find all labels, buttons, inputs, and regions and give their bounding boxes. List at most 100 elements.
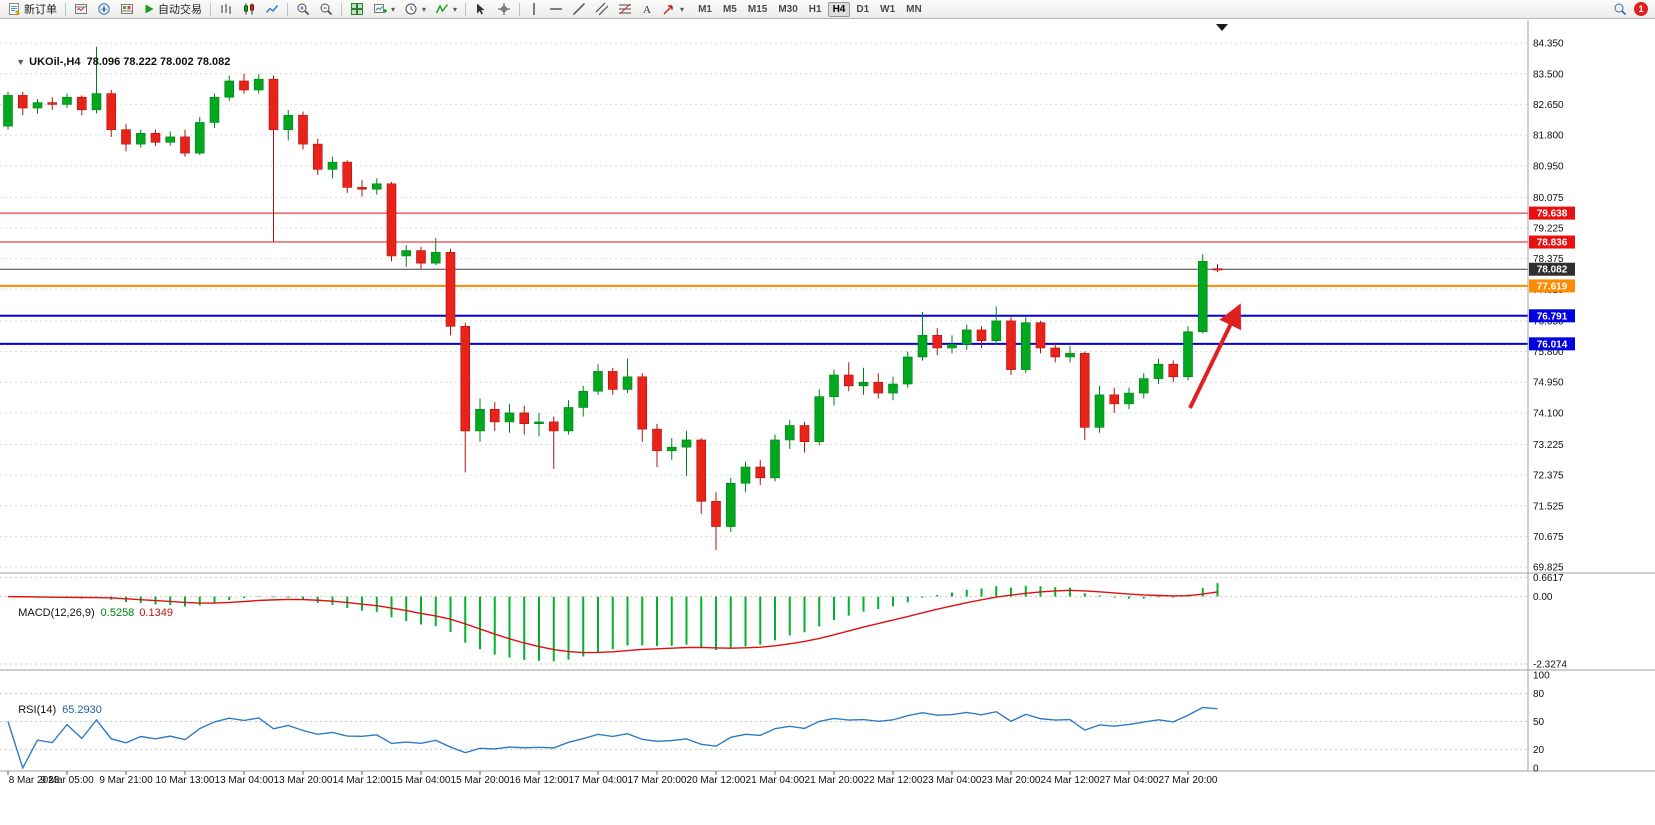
candle xyxy=(917,335,928,358)
price-badge-76.791[interactable] xyxy=(1529,309,1575,323)
candle xyxy=(312,143,323,170)
candle xyxy=(371,183,382,190)
price-badge-77.619[interactable] xyxy=(1529,279,1575,293)
timeframe-M5[interactable]: M5 xyxy=(718,2,742,17)
timeframe-H1[interactable]: H1 xyxy=(804,2,827,17)
clock-icon xyxy=(405,3,417,15)
svg-text:14 Mar 12:00: 14 Mar 12:00 xyxy=(333,775,392,786)
zoom-out-button[interactable] xyxy=(315,1,337,18)
svg-text:76.791: 76.791 xyxy=(1537,311,1568,322)
channel-tool-button[interactable] xyxy=(591,1,613,18)
trendline-icon xyxy=(573,3,586,15)
svg-text:20: 20 xyxy=(1533,745,1545,756)
timeframe-M1[interactable]: M1 xyxy=(693,2,717,17)
candle xyxy=(593,371,603,392)
macd-signal-value: 0.1349 xyxy=(139,607,173,619)
candle xyxy=(475,408,485,432)
horizontal-line-tool-button[interactable] xyxy=(545,1,567,18)
arrow-annotation[interactable] xyxy=(1188,303,1242,409)
vertical-line-icon xyxy=(533,3,535,15)
candle xyxy=(268,78,279,130)
market-watch-button[interactable] xyxy=(70,1,92,18)
timeframe-W1[interactable]: W1 xyxy=(875,2,900,17)
macd-header: MACD(12,26,9) 0.5258 0.1349 xyxy=(6,595,173,631)
price-axis[interactable]: 84.350 83.500 82.650 81.800 80.950 80.075 79.2… xyxy=(1533,39,1564,574)
terminal-button[interactable] xyxy=(116,1,138,18)
autotrading-button[interactable]: 自动交易 xyxy=(139,1,206,18)
crosshair-tool-button[interactable] xyxy=(493,1,515,18)
timeframe-D1[interactable]: D1 xyxy=(851,2,874,17)
channel-icon xyxy=(595,2,609,16)
tile-windows-button[interactable] xyxy=(346,1,368,18)
candle xyxy=(784,425,795,441)
candle xyxy=(1035,322,1046,349)
new-chart-button[interactable]: ▾ xyxy=(369,1,399,18)
autotrading-play-icon xyxy=(145,4,154,14)
line-chart-mode-button[interactable] xyxy=(261,1,283,18)
search-icon xyxy=(1614,3,1627,16)
candle xyxy=(652,428,662,452)
toolbar-separator xyxy=(65,2,66,16)
price-badge-76.014[interactable] xyxy=(1529,337,1575,351)
new-order-button[interactable]: 新订单 xyxy=(3,1,61,18)
candle xyxy=(298,114,308,145)
shapes-tool-button[interactable]: ▾ xyxy=(658,1,688,18)
timeframe-M15[interactable]: M15 xyxy=(743,2,772,17)
one-click-trading-toggle-icon[interactable]: ▼ xyxy=(16,57,26,67)
zoom-in-button[interactable] xyxy=(292,1,314,18)
macd-label: MACD(12,26,9) xyxy=(18,607,95,619)
navigator-button[interactable] xyxy=(93,1,115,18)
navigator-icon xyxy=(98,3,110,15)
svg-text:76.014: 76.014 xyxy=(1537,339,1568,350)
svg-text:100: 100 xyxy=(1533,670,1550,681)
svg-text:13 Mar 20:00: 13 Mar 20:00 xyxy=(274,775,333,786)
indicators-icon xyxy=(435,4,449,14)
cursor-tool-button[interactable] xyxy=(470,1,492,18)
price-badge-78.082[interactable] xyxy=(1529,262,1575,276)
candle xyxy=(430,252,441,264)
trendline-tool-button[interactable] xyxy=(568,1,590,18)
chart-canvas[interactable]: 84.350 83.500 82.650 81.800 80.950 80.075 79.2… xyxy=(0,20,1655,825)
text-tool-button[interactable]: A xyxy=(637,1,657,18)
candlestick-mode-button[interactable] xyxy=(238,1,260,18)
toolbar-separator xyxy=(287,2,288,16)
svg-text:75.800: 75.800 xyxy=(1533,347,1564,358)
chart-shift-marker[interactable] xyxy=(1216,24,1228,31)
candle xyxy=(947,344,957,349)
notification-badge[interactable]: 1 xyxy=(1634,2,1648,16)
svg-text:79.638: 79.638 xyxy=(1537,209,1568,220)
candle xyxy=(961,329,972,345)
candle xyxy=(239,80,249,91)
candle xyxy=(843,374,854,387)
level-lines[interactable] xyxy=(0,212,1528,345)
candle xyxy=(740,466,751,484)
candles-layer xyxy=(3,46,1223,550)
toolbar-separator xyxy=(341,2,342,16)
svg-text:23 Mar 20:00: 23 Mar 20:00 xyxy=(982,775,1041,786)
candle xyxy=(637,376,648,430)
bars-icon xyxy=(221,4,231,14)
horizontal-line-icon xyxy=(550,8,563,10)
svg-text:9 Mar 05:00: 9 Mar 05:00 xyxy=(40,775,94,786)
vertical-line-tool-button[interactable] xyxy=(524,1,544,18)
timeframe-H4[interactable]: H4 xyxy=(827,1,851,17)
bar-chart-mode-button[interactable] xyxy=(215,1,237,18)
rsi-axis[interactable]: 100 80 50 20 0 xyxy=(1533,670,1550,774)
indicators-button[interactable]: ▾ xyxy=(431,1,461,18)
svg-text:23 Mar 04:00: 23 Mar 04:00 xyxy=(923,775,982,786)
price-badge-78.836[interactable] xyxy=(1529,235,1575,249)
search-button[interactable] xyxy=(1609,1,1631,18)
candle xyxy=(165,136,176,143)
price-badge-79.638[interactable] xyxy=(1529,206,1575,220)
fibonacci-tool-button[interactable] xyxy=(614,1,636,18)
macd-axis[interactable]: 0.6617 0.00 -2.3274 xyxy=(1533,573,1567,671)
periods-button[interactable]: ▾ xyxy=(400,1,430,18)
pane-separators xyxy=(0,20,1655,772)
candle xyxy=(150,132,161,143)
timeframe-M30[interactable]: M30 xyxy=(773,2,802,17)
candle xyxy=(666,446,677,452)
chart-area[interactable]: 84.350 83.500 82.650 81.800 80.950 80.075 79.2… xyxy=(0,20,1655,825)
price-badges[interactable]: 79.638 78.836 78.082 77.619 76.791 76.014 xyxy=(1529,206,1575,351)
timeframe-MN[interactable]: MN xyxy=(901,2,927,17)
